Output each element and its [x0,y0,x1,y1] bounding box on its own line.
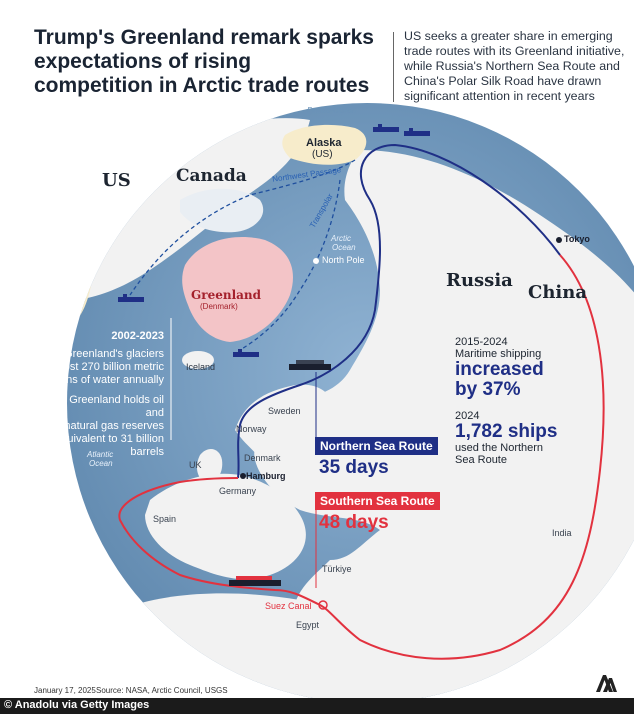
suez-dot [318,600,328,610]
transpolar-route [239,179,341,351]
turkiye-label: Türkiye [322,564,352,574]
scandinavia-land [235,384,331,467]
ship-icon [404,128,430,136]
iceland-land [182,351,214,369]
tokyo-dot [556,237,562,243]
denmark-country-label: Denmark [244,453,281,463]
africa-land [100,593,350,703]
germany-label: Germany [219,486,257,496]
us-label: US [102,170,131,191]
india-label: India [552,528,572,538]
footer-source: Source: NASA, Arctic Council, USGS [96,686,228,695]
alaska-label: Alaska [306,137,342,149]
greenland-stats-line: equivalent to 31 billion [55,433,164,445]
north-pole-dot [313,258,319,264]
anadolu-logo-icon [596,675,617,692]
pacific-ocean-label: Pacific Ocean [307,106,357,115]
shipping-line: Maritime shipping [455,348,542,360]
russia-label: Russia [446,270,513,291]
ship-icon [373,124,399,132]
denmark-sub-label: (Denmark) [200,302,238,311]
atlantic-ocean-label-1: Atlantic [87,450,114,459]
shipping-year: 2024 [455,410,480,422]
shipping-increase-percent: by 37% [455,379,521,400]
norway-label: Norway [236,424,267,434]
north-pole-label: North Pole [322,255,365,265]
northern-sea-route [237,143,561,479]
greenland-stats-line: tons of water annually [56,374,164,386]
subtitle-divider [393,32,394,102]
ship-icon [118,294,144,302]
arctic-ocean-label-1: Arctic [331,234,351,243]
uk-land [196,448,223,483]
greenland-stats: 2002-2023 Greenland's glaciers lost 270 … [54,330,164,459]
greenland-stats-line: Greenland's glaciers [64,348,164,360]
southern-route-days: 48 days [319,512,389,533]
iceland-label: Iceland [186,362,216,372]
credit-bar: © Anadolu via Getty Images [0,698,634,714]
page-title: Trump's Greenland remark sparks expectat… [34,26,374,97]
greenland-label: Greenland [191,288,262,302]
greenland-stats-line: lost 270 billion metric [61,361,164,373]
northwest-passage-route [129,159,356,296]
credit-name: Anadolu via Getty Images [14,699,150,711]
canadian-islands [180,188,264,233]
shipping-line: Sea Route [455,454,507,466]
suez-canal-label: Suez Canal [265,601,312,611]
ships-count: 1,782 ships [455,421,558,442]
ship-icon [233,349,259,357]
canada-label: Canada [176,166,247,186]
footer-date: January 17, 2025 [34,686,96,695]
spain-label: Spain [153,514,177,524]
credit-text: © Anadolu via Getty Images [4,699,150,711]
western-europe-land [145,473,306,580]
alaska-land [282,124,367,165]
greenland-land [182,237,293,342]
northern-route-label: Northern Sea Route [315,437,438,455]
shipping-line: used the Northern [455,442,544,454]
shipping-period: 2015-2024 [455,336,508,348]
greenland-stats-line: Greenland holds oil and [69,394,164,419]
greenland-stats-line: barrels [130,446,164,458]
tokyo-label: Tokyo [564,234,590,244]
egypt-label: Egypt [296,620,320,630]
greenland-stats-years: 2002-2023 [111,330,164,342]
hamburg-dot [240,473,246,479]
shipping-stats: 2015-2024 Maritime shipping increased by… [455,336,605,466]
greenland-stats-line: natural gas reserves [64,420,164,432]
subtitle: US seeks a greater share in emerging tra… [404,29,625,103]
northern-route-days: 35 days [319,457,389,478]
hamburg-label: Hamburg [246,471,286,481]
alaska-sub-label: (US) [312,149,333,160]
shipping-increase: increased [455,359,544,380]
ship-icon [289,360,331,370]
china-label: China [528,282,588,303]
arctic-ocean-label-2: Ocean [332,243,356,252]
ship-icon [229,576,281,586]
eurasia-land [254,150,634,703]
uk-label: UK [189,460,202,470]
atlantic-ocean-label-2: Ocean [89,459,113,468]
southern-route-label: Southern Sea Route [315,492,440,510]
sweden-label: Sweden [268,406,301,416]
